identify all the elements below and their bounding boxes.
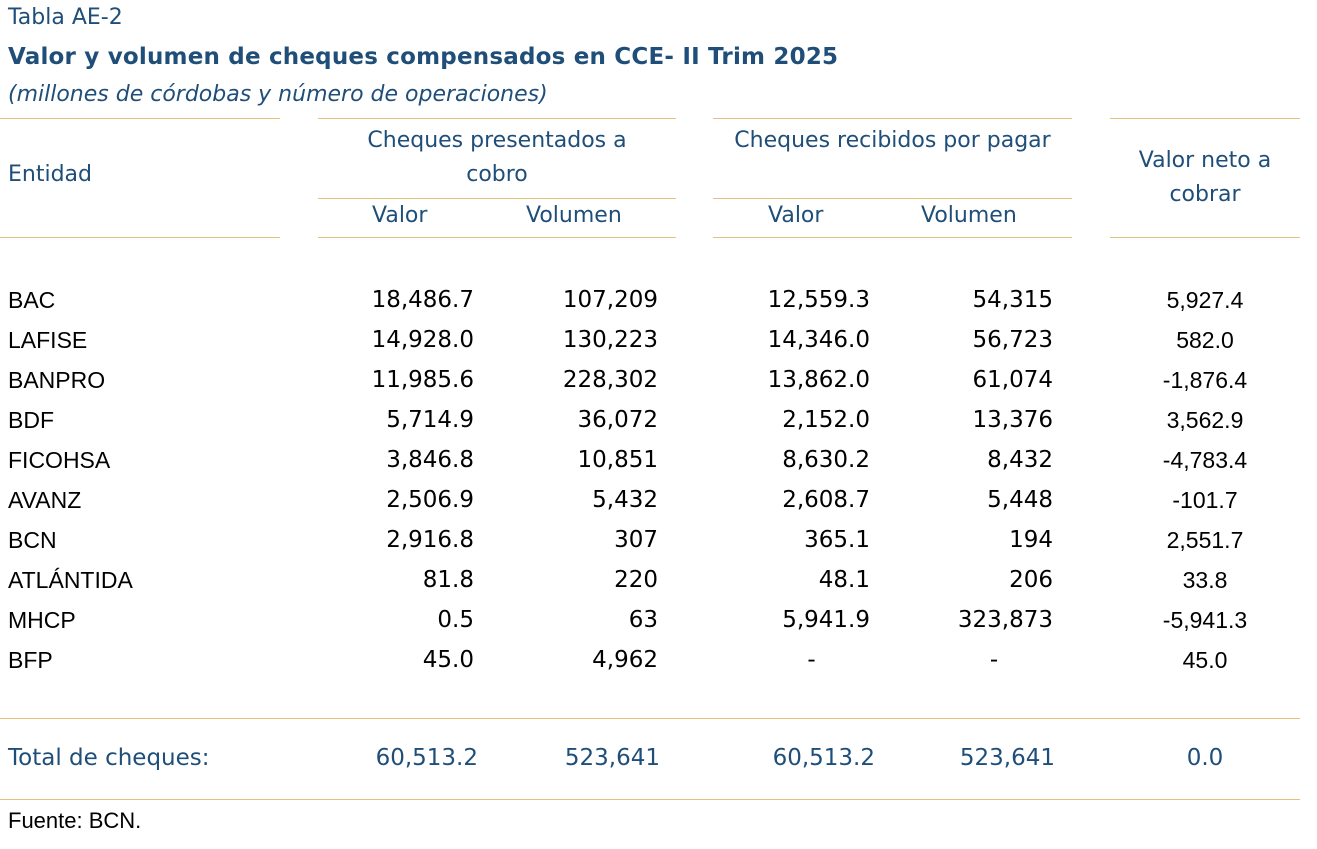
- cell-rec-valor: 2,152.0: [782, 407, 870, 433]
- cell-rec-volumen: 8,432: [987, 447, 1053, 473]
- cell-rec-volumen: 61,074: [972, 367, 1053, 393]
- cell-neto: -4,783.4: [1162, 447, 1248, 473]
- header-pres-volumen: Volumen: [526, 203, 622, 228]
- cell-neto: 582.0: [1176, 327, 1234, 353]
- rule-total-top: [0, 718, 1300, 719]
- cell-pres-volumen: 228,302: [562, 367, 658, 393]
- cell-pres-valor: 2,506.9: [386, 487, 474, 513]
- cell-pres-valor: 0.5: [437, 607, 474, 633]
- rule-bottom-net: [1110, 237, 1300, 238]
- cell-rec-volumen: 323,873: [957, 607, 1053, 633]
- rule-total-bottom: [0, 799, 1300, 800]
- rule-mid-presented: [318, 198, 676, 199]
- cell-neto: 33.8: [1182, 567, 1228, 593]
- rule-mid-received: [713, 198, 1072, 199]
- header-rec-valor: Valor: [768, 203, 824, 228]
- rule-top-presented: [318, 118, 676, 119]
- header-received-group: Cheques recibidos por pagar: [734, 128, 1051, 153]
- total-pres-volumen: 523,641: [564, 745, 660, 771]
- cell-neto: 45.0: [1182, 647, 1228, 673]
- cell-rec-valor: 13,862.0: [767, 367, 870, 393]
- cell-neto: 5,927.4: [1166, 287, 1244, 313]
- cell-rec-volumen: 13,376: [972, 407, 1053, 433]
- cell-rec-valor: 365.1: [804, 527, 870, 553]
- cell-rec-valor: 12,559.3: [767, 287, 870, 313]
- header-rec-volumen: Volumen: [921, 203, 1017, 228]
- cell-pres-volumen: 130,223: [562, 327, 658, 353]
- row-entidad: FICOHSA: [8, 447, 111, 473]
- rule-top-received: [713, 118, 1072, 119]
- table-subtitle: (millones de córdobas y número de operac…: [8, 82, 548, 107]
- row-entidad: AVANZ: [8, 487, 82, 513]
- cell-pres-valor: 14,928.0: [371, 327, 474, 353]
- total-rec-volumen: 523,641: [959, 745, 1055, 771]
- cell-rec-valor: 8,630.2: [782, 447, 870, 473]
- row-entidad: BCN: [8, 527, 57, 553]
- header-presented-group: Cheques presentados a cobro: [367, 128, 627, 187]
- cell-pres-valor: 45.0: [422, 647, 474, 673]
- cell-rec-valor: 2,608.7: [782, 487, 870, 513]
- row-entidad: ATLÁNTIDA: [8, 567, 133, 593]
- total-pres-valor: 60,513.2: [375, 745, 478, 771]
- cell-neto: 3,562.9: [1166, 407, 1244, 433]
- cell-rec-valor: 14,346.0: [767, 327, 870, 353]
- cell-pres-volumen: 63: [628, 607, 658, 633]
- cell-pres-volumen: 10,851: [577, 447, 658, 473]
- cell-pres-valor: 81.8: [422, 567, 474, 593]
- cell-rec-volumen: -: [989, 647, 999, 673]
- table-title: Valor y volumen de cheques compensados e…: [8, 44, 839, 70]
- cell-neto: -101.7: [1172, 487, 1238, 513]
- row-entidad: BFP: [8, 647, 53, 673]
- rule-bottom-received: [713, 237, 1072, 238]
- cell-rec-valor: -: [807, 647, 816, 673]
- cell-pres-volumen: 307: [614, 527, 658, 553]
- total-rec-valor: 60,513.2: [772, 745, 875, 771]
- cell-pres-valor: 11,985.6: [371, 367, 474, 393]
- row-entidad: MHCP: [8, 607, 76, 633]
- cell-rec-volumen: 194: [1009, 527, 1053, 553]
- table-label: Tabla AE-2: [8, 5, 123, 30]
- cell-neto: -5,941.3: [1162, 607, 1248, 633]
- rule-top-entidad: [0, 118, 280, 119]
- rule-top-net: [1110, 118, 1300, 119]
- cell-rec-volumen: 206: [1009, 567, 1053, 593]
- cell-rec-volumen: 56,723: [972, 327, 1053, 353]
- header-entidad: Entidad: [8, 162, 92, 187]
- cell-pres-volumen: 107,209: [562, 287, 658, 313]
- header-pres-valor: Valor: [372, 203, 428, 228]
- cell-pres-volumen: 4,962: [592, 647, 658, 673]
- cell-pres-volumen: 5,432: [592, 487, 658, 513]
- total-neto: 0.0: [1186, 745, 1224, 771]
- row-entidad: LAFISE: [8, 327, 88, 353]
- rule-bottom-entidad: [0, 237, 280, 238]
- cell-rec-valor: 5,941.9: [782, 607, 870, 633]
- cell-pres-valor: 18,486.7: [371, 287, 474, 313]
- source-note: Fuente: BCN.: [8, 808, 142, 833]
- cell-pres-volumen: 220: [614, 567, 658, 593]
- total-label: Total de cheques:: [8, 745, 210, 771]
- row-entidad: BAC: [8, 287, 56, 313]
- row-entidad: BDF: [8, 407, 54, 433]
- cell-rec-valor: 48.1: [818, 567, 870, 593]
- cell-neto: -1,876.4: [1162, 367, 1248, 393]
- cell-pres-valor: 2,916.8: [386, 527, 474, 553]
- rule-bottom-presented: [318, 237, 676, 238]
- cell-pres-volumen: 36,072: [577, 407, 658, 433]
- header-net-value: Valor neto a cobrar: [1138, 148, 1272, 207]
- cell-rec-volumen: 5,448: [987, 487, 1053, 513]
- row-entidad: BANPRO: [8, 367, 106, 393]
- cell-neto: 2,551.7: [1166, 527, 1244, 553]
- cell-pres-valor: 3,846.8: [386, 447, 474, 473]
- cell-rec-volumen: 54,315: [972, 287, 1053, 313]
- cell-pres-valor: 5,714.9: [386, 407, 474, 433]
